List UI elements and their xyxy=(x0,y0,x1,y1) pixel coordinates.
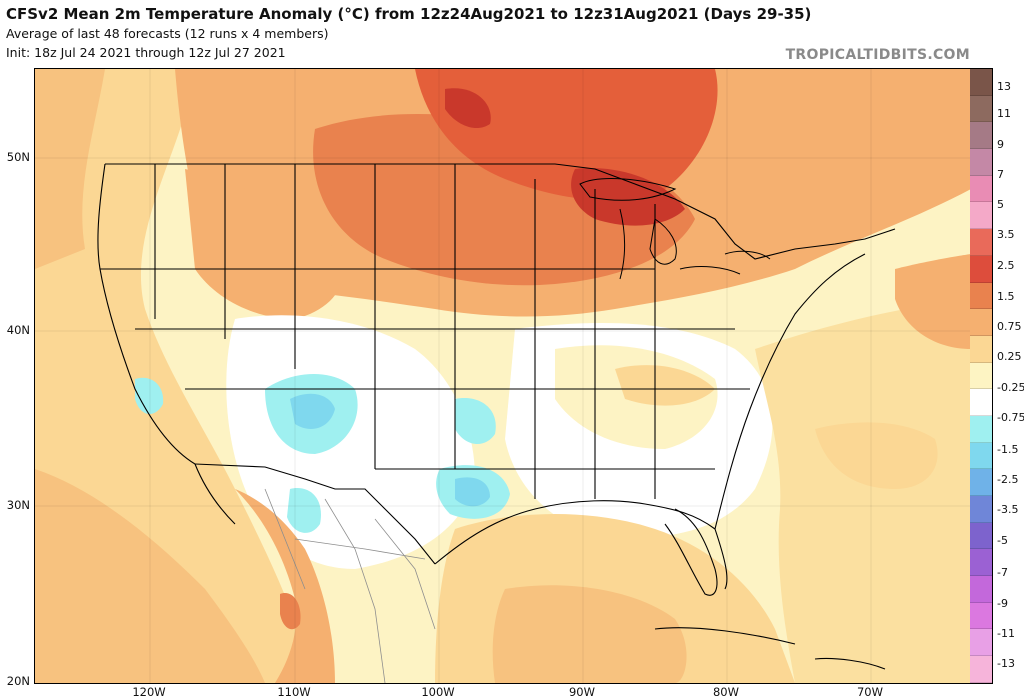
anomaly-map[interactable] xyxy=(34,68,972,684)
lat-label-40n: 40N xyxy=(6,323,30,337)
colorbar-tick-label: 7 xyxy=(997,168,1004,181)
init-time: Init: 18z Jul 24 2021 through 12z Jul 27… xyxy=(6,45,286,60)
colorbar-segment xyxy=(970,335,992,363)
colorbar-segment xyxy=(970,282,992,310)
great-lakes xyxy=(579,178,771,280)
colorbar-segment xyxy=(970,175,992,203)
lon-label-90w: 90W xyxy=(568,685,595,699)
mexico-pacific-warm xyxy=(235,489,335,683)
colorbar-segment xyxy=(970,122,992,150)
colorbar-segment xyxy=(970,576,992,603)
colorbar-segment xyxy=(970,309,992,336)
state-borders xyxy=(97,163,896,590)
lon-label-110w: 110W xyxy=(277,685,311,699)
atlantic-pale-warm xyxy=(755,299,971,683)
manitoba-peak xyxy=(445,88,491,129)
colorbar-segment xyxy=(970,549,992,577)
chart-subtitle: Average of last 48 forecasts (12 runs x … xyxy=(6,26,329,41)
california-cool xyxy=(135,377,164,415)
chart-header: CFSv2 Mean 2m Temperature Anomaly (°C) f… xyxy=(6,4,1016,62)
colorbar-segment xyxy=(970,202,992,230)
colorbar-segment xyxy=(970,496,992,523)
colorbar-tick-label: -3.5 xyxy=(997,503,1019,516)
colorbar-tick-label: -0.75 xyxy=(997,411,1024,424)
pacific-nw-warm xyxy=(35,69,105,269)
colorbar-segment xyxy=(970,469,992,496)
colorbar-tick-label: 11 xyxy=(997,107,1011,120)
colorbar-tick-label: 0.25 xyxy=(997,350,1022,363)
lon-label-80w: 80W xyxy=(712,685,739,699)
sonora-cool xyxy=(287,488,321,533)
lat-label-50n: 50N xyxy=(6,150,30,164)
colorbar-tick-label: -11 xyxy=(997,627,1015,640)
texas-panhandle-cool xyxy=(455,398,496,445)
canada-strong-warm xyxy=(415,69,718,200)
colorbar-segment xyxy=(970,442,992,470)
lake-superior-peak xyxy=(571,168,685,226)
baja-tip-warm xyxy=(280,593,301,630)
colorbar-tick-label: -7 xyxy=(997,566,1008,579)
colorbar-segment xyxy=(970,415,992,443)
nova-scotia-warm xyxy=(895,254,971,349)
map-canvas xyxy=(35,69,971,683)
colorbar-segment xyxy=(970,656,992,683)
colorbar-segment xyxy=(970,389,992,416)
lon-label-120w: 120W xyxy=(132,685,166,699)
colorbar-tick-label: 9 xyxy=(997,138,1004,151)
lon-label-70w: 70W xyxy=(856,685,883,699)
colorbar-segment xyxy=(970,255,992,283)
colorbar-tick-label: -5 xyxy=(997,534,1008,547)
lon-label-100w: 100W xyxy=(421,685,455,699)
chart-title: CFSv2 Mean 2m Temperature Anomaly (°C) f… xyxy=(6,5,812,23)
colorbar-tick-label: 3.5 xyxy=(997,228,1015,241)
colorbar xyxy=(970,68,993,684)
colorbar-tick-label: 5 xyxy=(997,198,1004,211)
lat-label-20n: 20N xyxy=(6,674,30,688)
brand-watermark: TROPICALTIDBITS.COM xyxy=(785,47,970,63)
colorbar-segment xyxy=(970,69,992,96)
colorbar-tick-label: 2.5 xyxy=(997,259,1015,272)
offshore-warm-patch xyxy=(815,422,938,489)
colorbar-segment xyxy=(970,602,992,630)
colorbar-segment xyxy=(970,522,992,550)
colorbar-segment xyxy=(970,95,992,123)
appalachian-warm xyxy=(615,365,715,406)
four-corners-cool-core xyxy=(290,393,335,429)
colorbar-tick-label: -1.5 xyxy=(997,443,1019,456)
graticule xyxy=(35,69,971,683)
colorbar-tick-label: 13 xyxy=(997,80,1011,93)
gulf-mid-warm xyxy=(492,585,687,683)
lat-label-30n: 30N xyxy=(6,498,30,512)
colorbar-tick-label: 0.75 xyxy=(997,320,1022,333)
colorbar-tick-label: -0.25 xyxy=(997,381,1024,394)
colorbar-segment xyxy=(970,362,992,390)
colorbar-segment xyxy=(970,229,992,256)
florida-caribbean xyxy=(654,508,886,670)
colorbar-segment xyxy=(970,629,992,657)
colorbar-tick-label: -13 xyxy=(997,657,1015,670)
colorbar-tick-label: -2.5 xyxy=(997,473,1019,486)
colorbar-tick-label: 1.5 xyxy=(997,290,1015,303)
baja-offshore-warm xyxy=(35,469,265,683)
texas-cool-core xyxy=(455,477,490,507)
colorbar-tick-label: -9 xyxy=(997,597,1008,610)
colorbar-segment xyxy=(970,149,992,176)
mexico-borders xyxy=(264,488,436,683)
